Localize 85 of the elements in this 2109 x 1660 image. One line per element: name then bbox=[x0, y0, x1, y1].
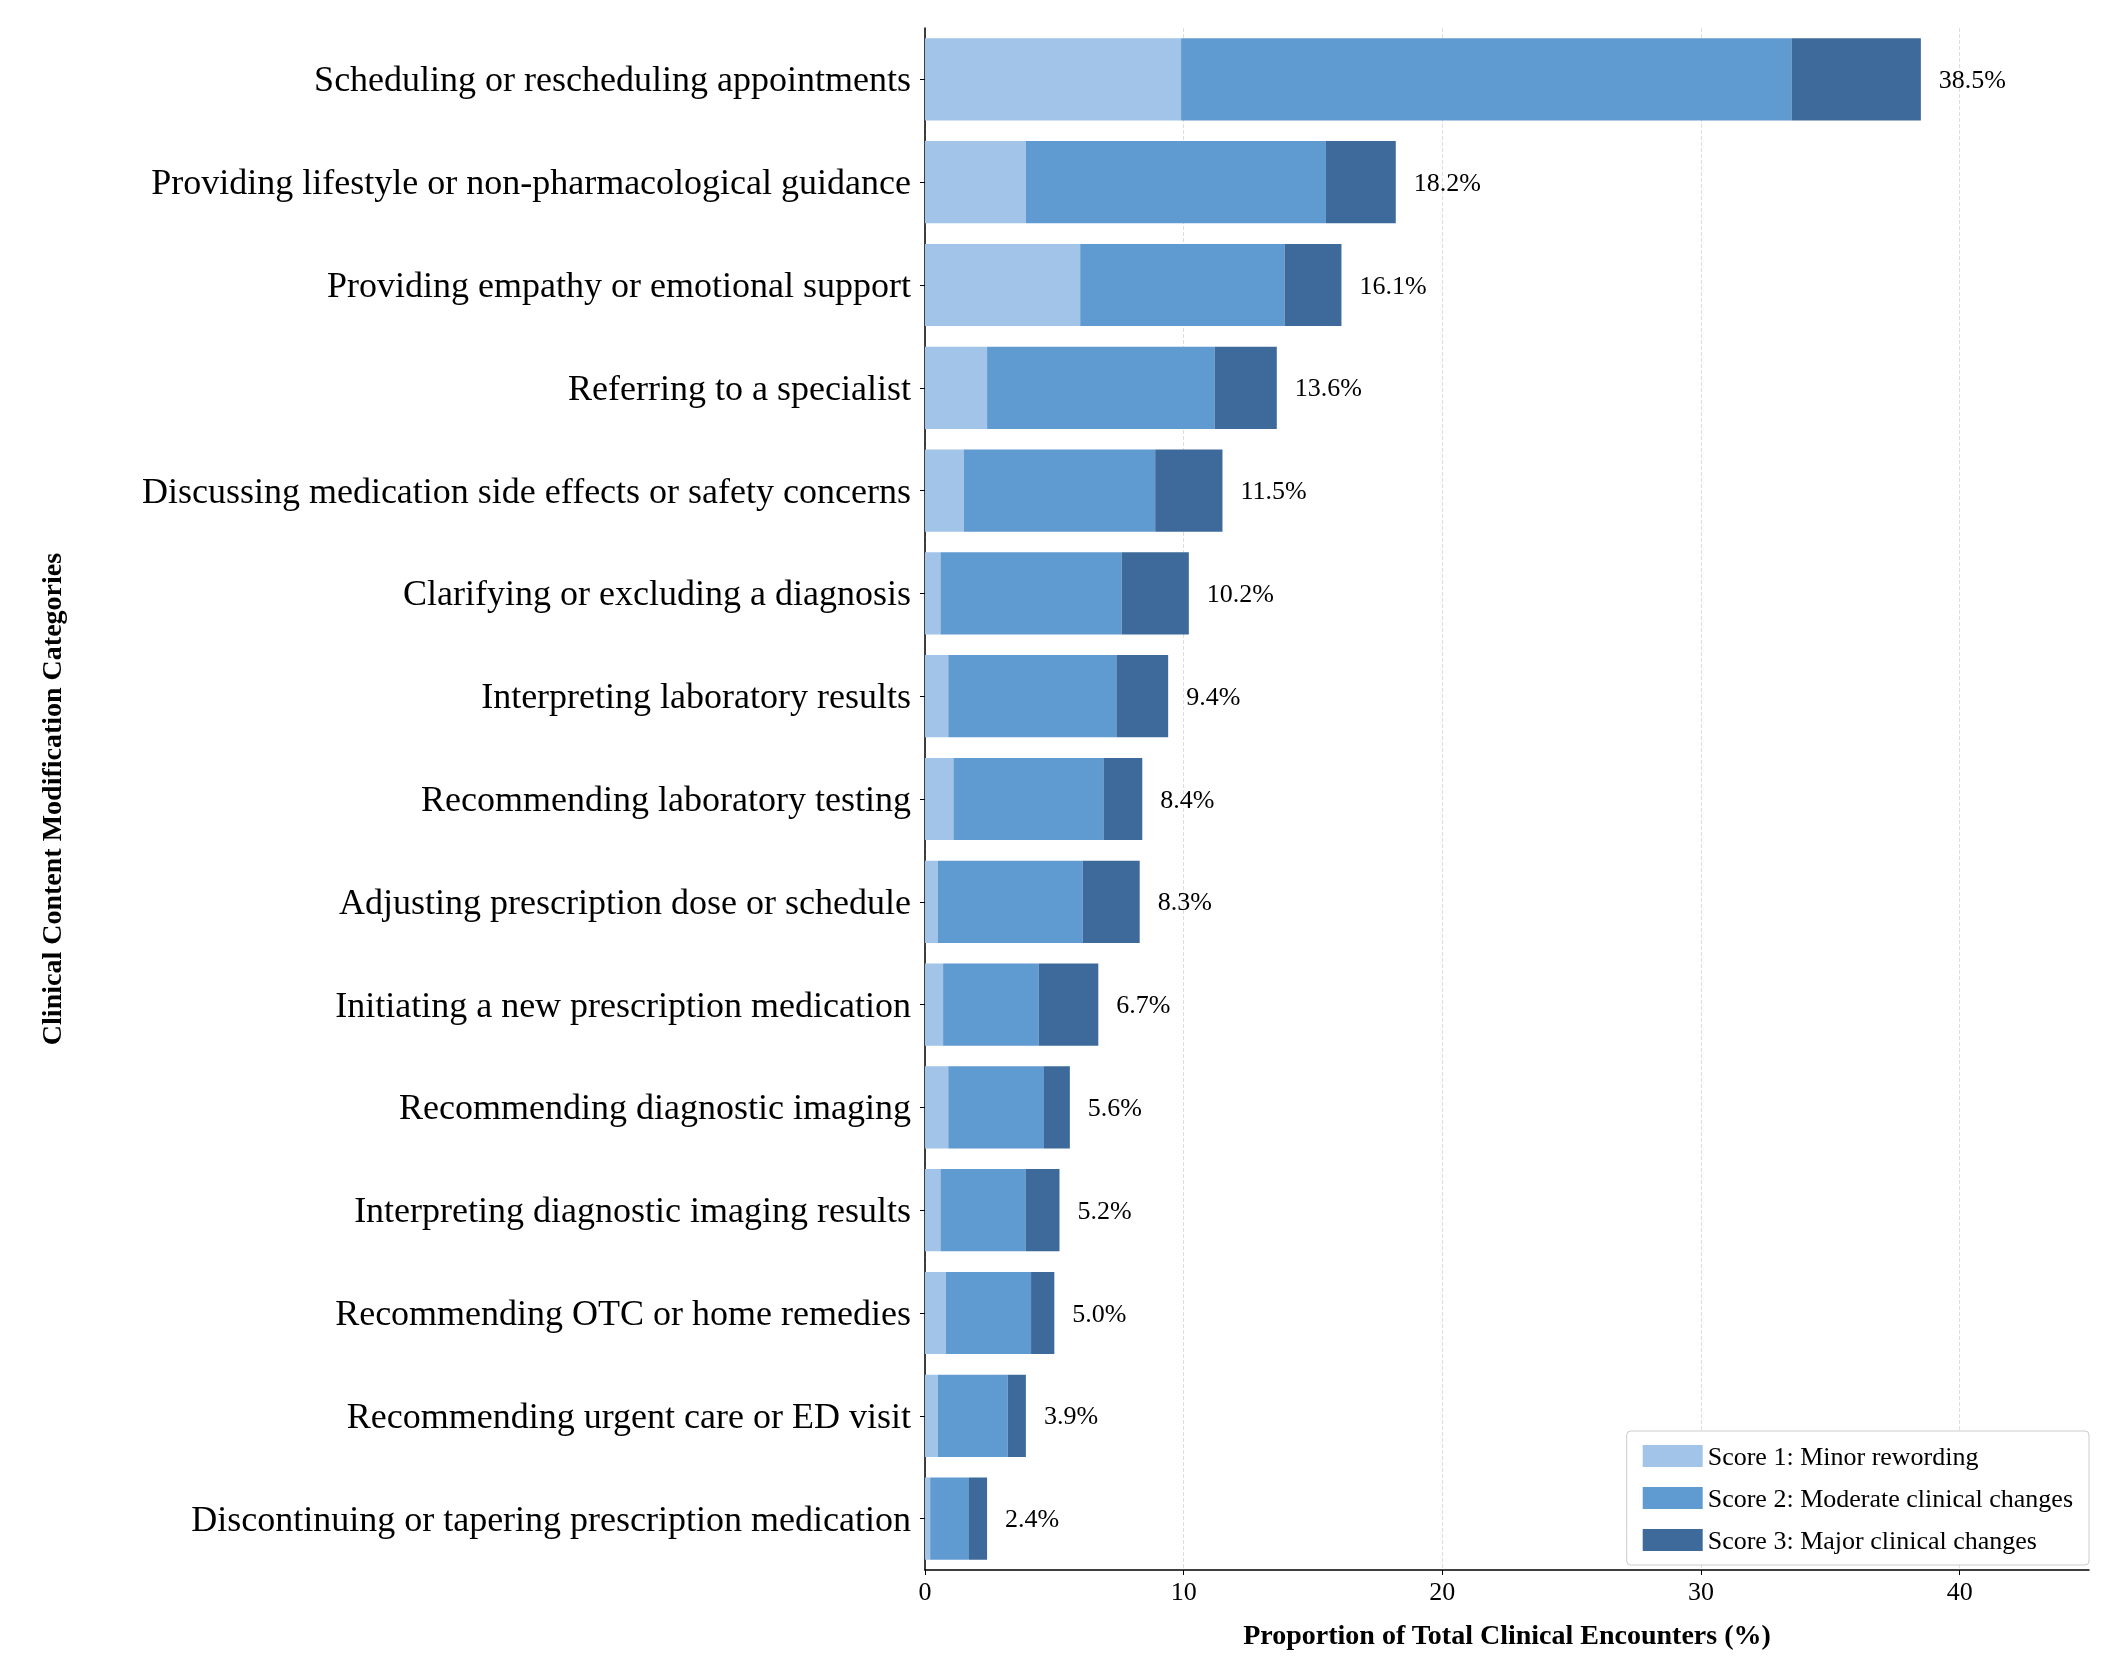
bar bbox=[1038, 963, 1099, 1046]
y-tick-label: Scheduling or rescheduling appointments bbox=[314, 59, 911, 100]
bar bbox=[925, 1066, 949, 1149]
bar bbox=[1025, 141, 1326, 224]
y-tick-label: Recommending laboratory testing bbox=[421, 779, 911, 819]
legend-label: Score 3: Major clinical changes bbox=[1707, 1525, 2037, 1555]
bar bbox=[925, 1271, 946, 1355]
y-tick-label: Initiating a new prescription medication bbox=[335, 984, 911, 1025]
bar bbox=[1284, 243, 1342, 327]
bar bbox=[925, 757, 954, 841]
bar bbox=[925, 1169, 941, 1252]
bar bbox=[925, 449, 964, 532]
bar bbox=[943, 963, 1039, 1046]
y-tick-label: Recommending urgent care or ED visit bbox=[346, 1395, 911, 1436]
total-label: 11.5% bbox=[1240, 476, 1307, 506]
legend-label: Score 2: Moderate clinical changes bbox=[1707, 1483, 2073, 1513]
bar bbox=[925, 552, 941, 635]
bar bbox=[925, 141, 1026, 224]
bar bbox=[1043, 1066, 1070, 1149]
bar bbox=[925, 963, 944, 1046]
bar bbox=[925, 1374, 938, 1457]
y-tick-label: Discussing medication side effects or safety concerns bbox=[141, 470, 911, 511]
total-label: 6.7% bbox=[1116, 990, 1171, 1020]
total-label: 8.4% bbox=[1160, 784, 1215, 814]
y-tick-label: Providing empathy or emotional support bbox=[327, 265, 911, 305]
bar bbox=[1103, 757, 1143, 841]
bar bbox=[1116, 655, 1169, 738]
y-axis-title: Clinical Content Modification Categories bbox=[35, 552, 67, 1046]
y-tick-label: Providing lifestyle or non-pharmacological guidance bbox=[151, 162, 911, 203]
bar bbox=[925, 346, 988, 429]
y-tick-label: Referring to a specialist bbox=[568, 367, 911, 408]
bar bbox=[968, 1477, 988, 1560]
bar bbox=[1080, 243, 1285, 327]
y-tick-label: Interpreting diagnostic imaging results bbox=[354, 1190, 911, 1231]
bar bbox=[963, 449, 1156, 532]
total-label: 5.6% bbox=[1087, 1092, 1143, 1122]
x-tick-label: 40 bbox=[1946, 1576, 1973, 1606]
total-label: 13.6% bbox=[1294, 373, 1362, 403]
y-tick-label: Recommending OTC or home remedies bbox=[335, 1293, 911, 1333]
bar bbox=[1025, 1169, 1060, 1252]
total-label: 38.5% bbox=[1938, 64, 2007, 94]
total-label: 5.2% bbox=[1077, 1195, 1132, 1225]
total-label: 8.3% bbox=[1157, 887, 1212, 917]
bar bbox=[940, 1169, 1026, 1252]
bar bbox=[940, 552, 1122, 635]
total-label: 18.2% bbox=[1413, 167, 1481, 197]
bar bbox=[937, 1374, 1008, 1457]
bar bbox=[925, 38, 1182, 121]
total-label: 5.0% bbox=[1072, 1298, 1127, 1328]
bar bbox=[1181, 38, 1792, 121]
bar bbox=[925, 243, 1081, 327]
legend-label: Score 1: Minor rewording bbox=[1707, 1441, 1979, 1471]
y-tick-label: Recommending diagnostic imaging bbox=[399, 1087, 911, 1128]
bar bbox=[1325, 141, 1396, 224]
bar bbox=[1121, 552, 1189, 635]
total-label: 9.4% bbox=[1186, 681, 1241, 711]
y-tick-label: Interpreting laboratory results bbox=[481, 676, 911, 717]
x-tick-label: 10 bbox=[1170, 1576, 1197, 1606]
bar bbox=[925, 860, 938, 943]
bar bbox=[930, 1477, 969, 1560]
bar bbox=[925, 655, 949, 738]
bar bbox=[937, 860, 1083, 943]
bar bbox=[945, 1271, 1032, 1355]
total-label: 16.1% bbox=[1359, 270, 1427, 300]
bar bbox=[948, 1066, 1044, 1149]
x-tick-label: 20 bbox=[1429, 1576, 1456, 1606]
bar bbox=[987, 346, 1215, 429]
bar bbox=[925, 1477, 931, 1560]
x-tick-label: 30 bbox=[1688, 1576, 1714, 1606]
x-tick-label: 0 bbox=[918, 1576, 932, 1606]
bar bbox=[1791, 38, 1921, 121]
bar bbox=[1214, 346, 1277, 429]
bar bbox=[1082, 860, 1140, 943]
bar bbox=[948, 655, 1117, 738]
bar bbox=[953, 757, 1104, 841]
total-label: 3.9% bbox=[1043, 1401, 1099, 1431]
bar bbox=[1007, 1374, 1026, 1457]
bar bbox=[1031, 1271, 1055, 1355]
x-axis-title: Proportion of Total Clinical Encounters (%) bbox=[1243, 1618, 1771, 1650]
y-tick-label: Clarifying or excluding a diagnosis bbox=[403, 573, 911, 614]
total-label: 2.4% bbox=[1005, 1504, 1060, 1534]
y-tick-label: Discontinuing or tapering prescription medication bbox=[191, 1498, 911, 1539]
y-tick-label: Adjusting prescription dose or schedule bbox=[339, 881, 911, 922]
total-label: 10.2% bbox=[1206, 578, 1275, 608]
bar bbox=[1155, 449, 1223, 532]
